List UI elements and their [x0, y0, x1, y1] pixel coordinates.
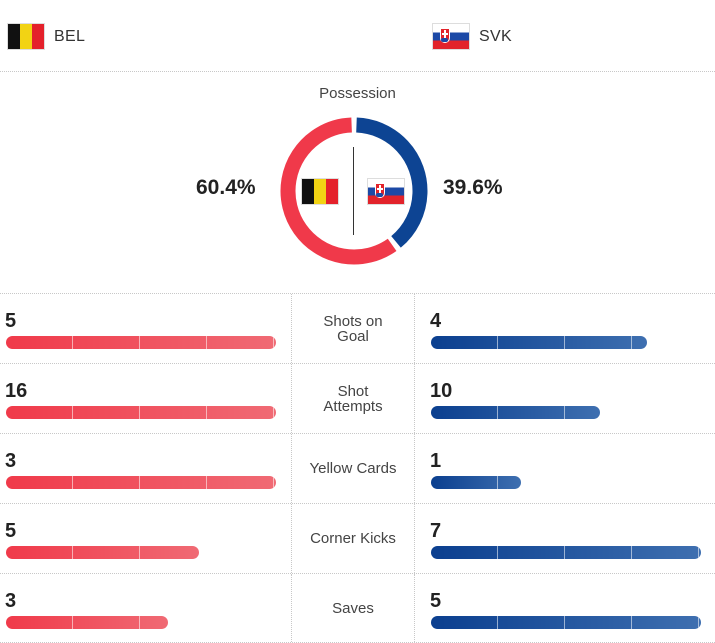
away-stat-value: 4: [430, 310, 442, 332]
belgium-flag-icon: [302, 179, 338, 204]
possession-donut-chart: [280, 117, 428, 265]
stat-label-line: Shot: [337, 382, 369, 400]
stat-label-line: Goal: [337, 327, 369, 345]
home-possession-value: 60.4%: [196, 176, 256, 199]
home-stat-value: 16: [5, 380, 28, 402]
stats-table: 5 Shots on Goal 4 16 Shot Attempts 10 3 Yellow Ca…: [0, 293, 715, 643]
stat-label-line: Attempts: [323, 397, 383, 415]
stat-label-line: Shots on: [323, 312, 383, 330]
stat-label: Corner Kicks: [291, 504, 415, 573]
stat-label: Shot Attempts: [291, 364, 415, 433]
home-stat-bar: [6, 336, 276, 349]
donut-divider: [353, 147, 354, 235]
home-stat-value: 3: [5, 450, 17, 472]
stat-label: Saves: [291, 574, 415, 642]
stat-row: 3 Saves 5: [0, 573, 715, 643]
home-stat-value: 3: [5, 590, 17, 612]
home-team: BEL: [8, 24, 85, 49]
home-stat-bar: [6, 406, 276, 419]
away-stat-bar: [431, 406, 600, 419]
home-stat-value: 5: [5, 520, 17, 542]
stat-row: 5 Corner Kicks 7: [0, 503, 715, 573]
slovakia-flag-icon: [433, 24, 469, 49]
teams-header: BEL SVK: [0, 0, 715, 72]
away-possession-value: 39.6%: [443, 176, 503, 199]
stat-label-line: Saves: [332, 599, 374, 617]
stat-label: Shots on Goal: [291, 294, 415, 363]
possession-title: Possession: [319, 85, 396, 102]
home-stat-bar: [6, 546, 199, 559]
stat-row: 3 Yellow Cards 1: [0, 433, 715, 503]
away-stat-bar: [431, 546, 701, 559]
home-team-name: BEL: [54, 27, 86, 45]
away-stat-bar: [431, 336, 647, 349]
home-stat-bar: [6, 476, 276, 489]
away-team: SVK: [433, 24, 512, 49]
stat-row: 5 Shots on Goal 4: [0, 293, 715, 363]
stat-label-line: Yellow Cards: [309, 460, 397, 477]
stat-label-line: Corner Kicks: [310, 530, 396, 547]
away-stat-value: 10: [430, 380, 453, 402]
away-stat-bar: [431, 476, 521, 489]
away-team-name: SVK: [479, 27, 512, 45]
away-stat-bar: [431, 616, 701, 629]
away-stat-value: 7: [430, 520, 442, 542]
home-stat-bar: [6, 616, 168, 629]
stat-row: 16 Shot Attempts 10: [0, 363, 715, 433]
slovakia-flag-icon: [368, 179, 404, 204]
belgium-flag-icon: [8, 24, 44, 49]
away-stat-value: 1: [430, 450, 442, 472]
home-stat-value: 5: [5, 310, 17, 332]
stat-label: Yellow Cards: [291, 434, 415, 503]
away-stat-value: 5: [430, 590, 442, 612]
